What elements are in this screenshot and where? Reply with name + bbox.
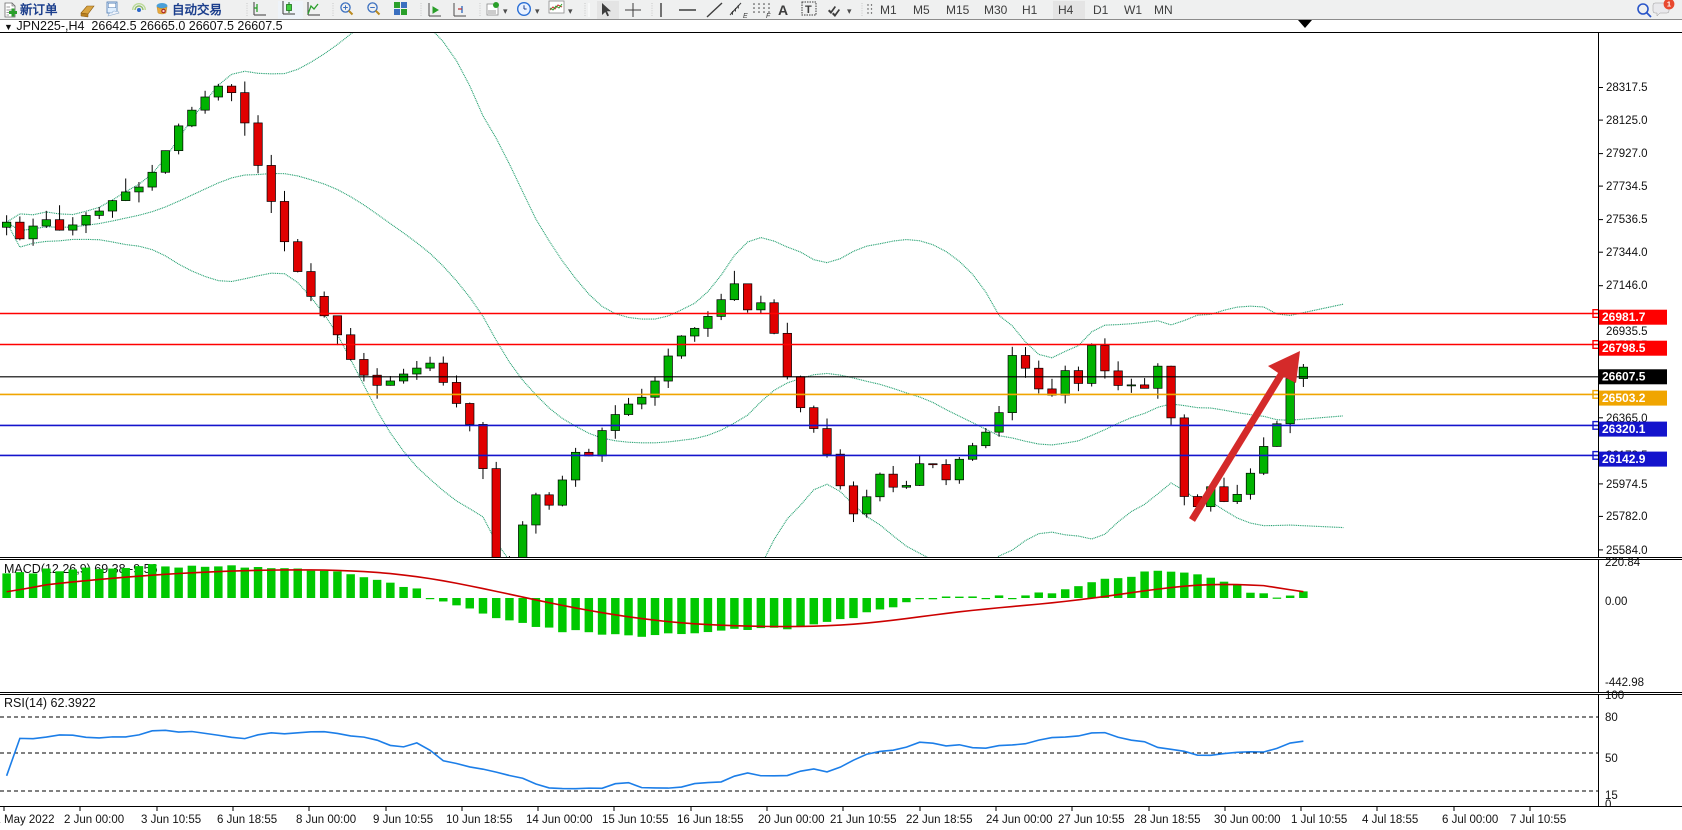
svg-text:27927.0: 27927.0 [1606, 148, 1648, 160]
svg-text:F: F [766, 13, 771, 20]
svg-text:▾: ▾ [847, 6, 852, 16]
svg-text:1: 1 [1667, 0, 1671, 8]
svg-text:21 Jun 10:55: 21 Jun 10:55 [830, 814, 897, 826]
svg-text:26320.1: 26320.1 [1602, 422, 1646, 436]
svg-text:6 Jul 00:00: 6 Jul 00:00 [1442, 814, 1498, 826]
svg-text:A: A [778, 2, 788, 18]
svg-text:▾: ▾ [503, 6, 508, 16]
svg-text:H4: H4 [1058, 3, 1074, 17]
svg-text:M15: M15 [946, 3, 970, 17]
svg-text:▾: ▾ [568, 6, 573, 16]
svg-text:26607.5: 26607.5 [1602, 370, 1646, 384]
svg-text:24 Jun 00:00: 24 Jun 00:00 [986, 814, 1053, 826]
svg-text:H1: H1 [1022, 3, 1038, 17]
svg-text:M30: M30 [984, 3, 1008, 17]
svg-text:27734.5: 27734.5 [1606, 181, 1648, 193]
svg-text:28125.0: 28125.0 [1606, 115, 1648, 127]
svg-text:E: E [743, 13, 748, 20]
svg-text:25974.5: 25974.5 [1606, 479, 1648, 491]
svg-text:4 Jul 18:55: 4 Jul 18:55 [1362, 814, 1418, 826]
svg-text:26798.5: 26798.5 [1602, 341, 1646, 355]
svg-text:26503.2: 26503.2 [1602, 391, 1646, 405]
svg-text:9 Jun 10:55: 9 Jun 10:55 [373, 814, 433, 826]
svg-text:1 Jul 10:55: 1 Jul 10:55 [1291, 814, 1347, 826]
svg-text:6 Jun 18:55: 6 Jun 18:55 [217, 814, 277, 826]
svg-text:2 Jun 00:00: 2 Jun 00:00 [64, 814, 124, 826]
svg-text:M5: M5 [913, 3, 930, 17]
svg-text:W1: W1 [1124, 3, 1142, 17]
svg-text:D1: D1 [1093, 3, 1109, 17]
svg-text:20 Jun 00:00: 20 Jun 00:00 [758, 814, 825, 826]
svg-text:8 Jun 00:00: 8 Jun 00:00 [296, 814, 356, 826]
svg-text:16 Jun 18:55: 16 Jun 18:55 [677, 814, 744, 826]
svg-text:27536.5: 27536.5 [1606, 214, 1648, 226]
svg-text:25584.0: 25584.0 [1606, 545, 1648, 557]
svg-text:27 Jun 10:55: 27 Jun 10:55 [1058, 814, 1125, 826]
svg-text:M1: M1 [880, 3, 897, 17]
svg-text:▾: ▾ [535, 6, 540, 16]
svg-text:自动交易: 自动交易 [172, 2, 222, 17]
svg-text:3 Jun 10:55: 3 Jun 10:55 [141, 814, 201, 826]
svg-text:15 Jun 10:55: 15 Jun 10:55 [602, 814, 669, 826]
svg-text:26142.9: 26142.9 [1602, 452, 1646, 466]
svg-text:25782.0: 25782.0 [1606, 511, 1648, 523]
svg-text:26935.5: 26935.5 [1606, 326, 1648, 338]
svg-text:22 Jun 18:55: 22 Jun 18:55 [906, 814, 973, 826]
svg-text:31 May 2022: 31 May 2022 [0, 814, 55, 826]
svg-text:26981.7: 26981.7 [1602, 310, 1646, 324]
svg-text:30 Jun 00:00: 30 Jun 00:00 [1214, 814, 1281, 826]
svg-text:新订单: 新订单 [20, 2, 58, 17]
svg-text:MN: MN [1154, 3, 1173, 17]
svg-text:27344.0: 27344.0 [1606, 247, 1648, 259]
svg-text:27146.0: 27146.0 [1606, 280, 1648, 292]
svg-text:28317.5: 28317.5 [1606, 82, 1648, 94]
svg-text:28 Jun 18:55: 28 Jun 18:55 [1134, 814, 1201, 826]
svg-text:14 Jun 00:00: 14 Jun 00:00 [526, 814, 593, 826]
svg-text:T: T [805, 4, 812, 16]
svg-text:7 Jul 10:55: 7 Jul 10:55 [1510, 814, 1566, 826]
svg-text:10 Jun 18:55: 10 Jun 18:55 [446, 814, 513, 826]
